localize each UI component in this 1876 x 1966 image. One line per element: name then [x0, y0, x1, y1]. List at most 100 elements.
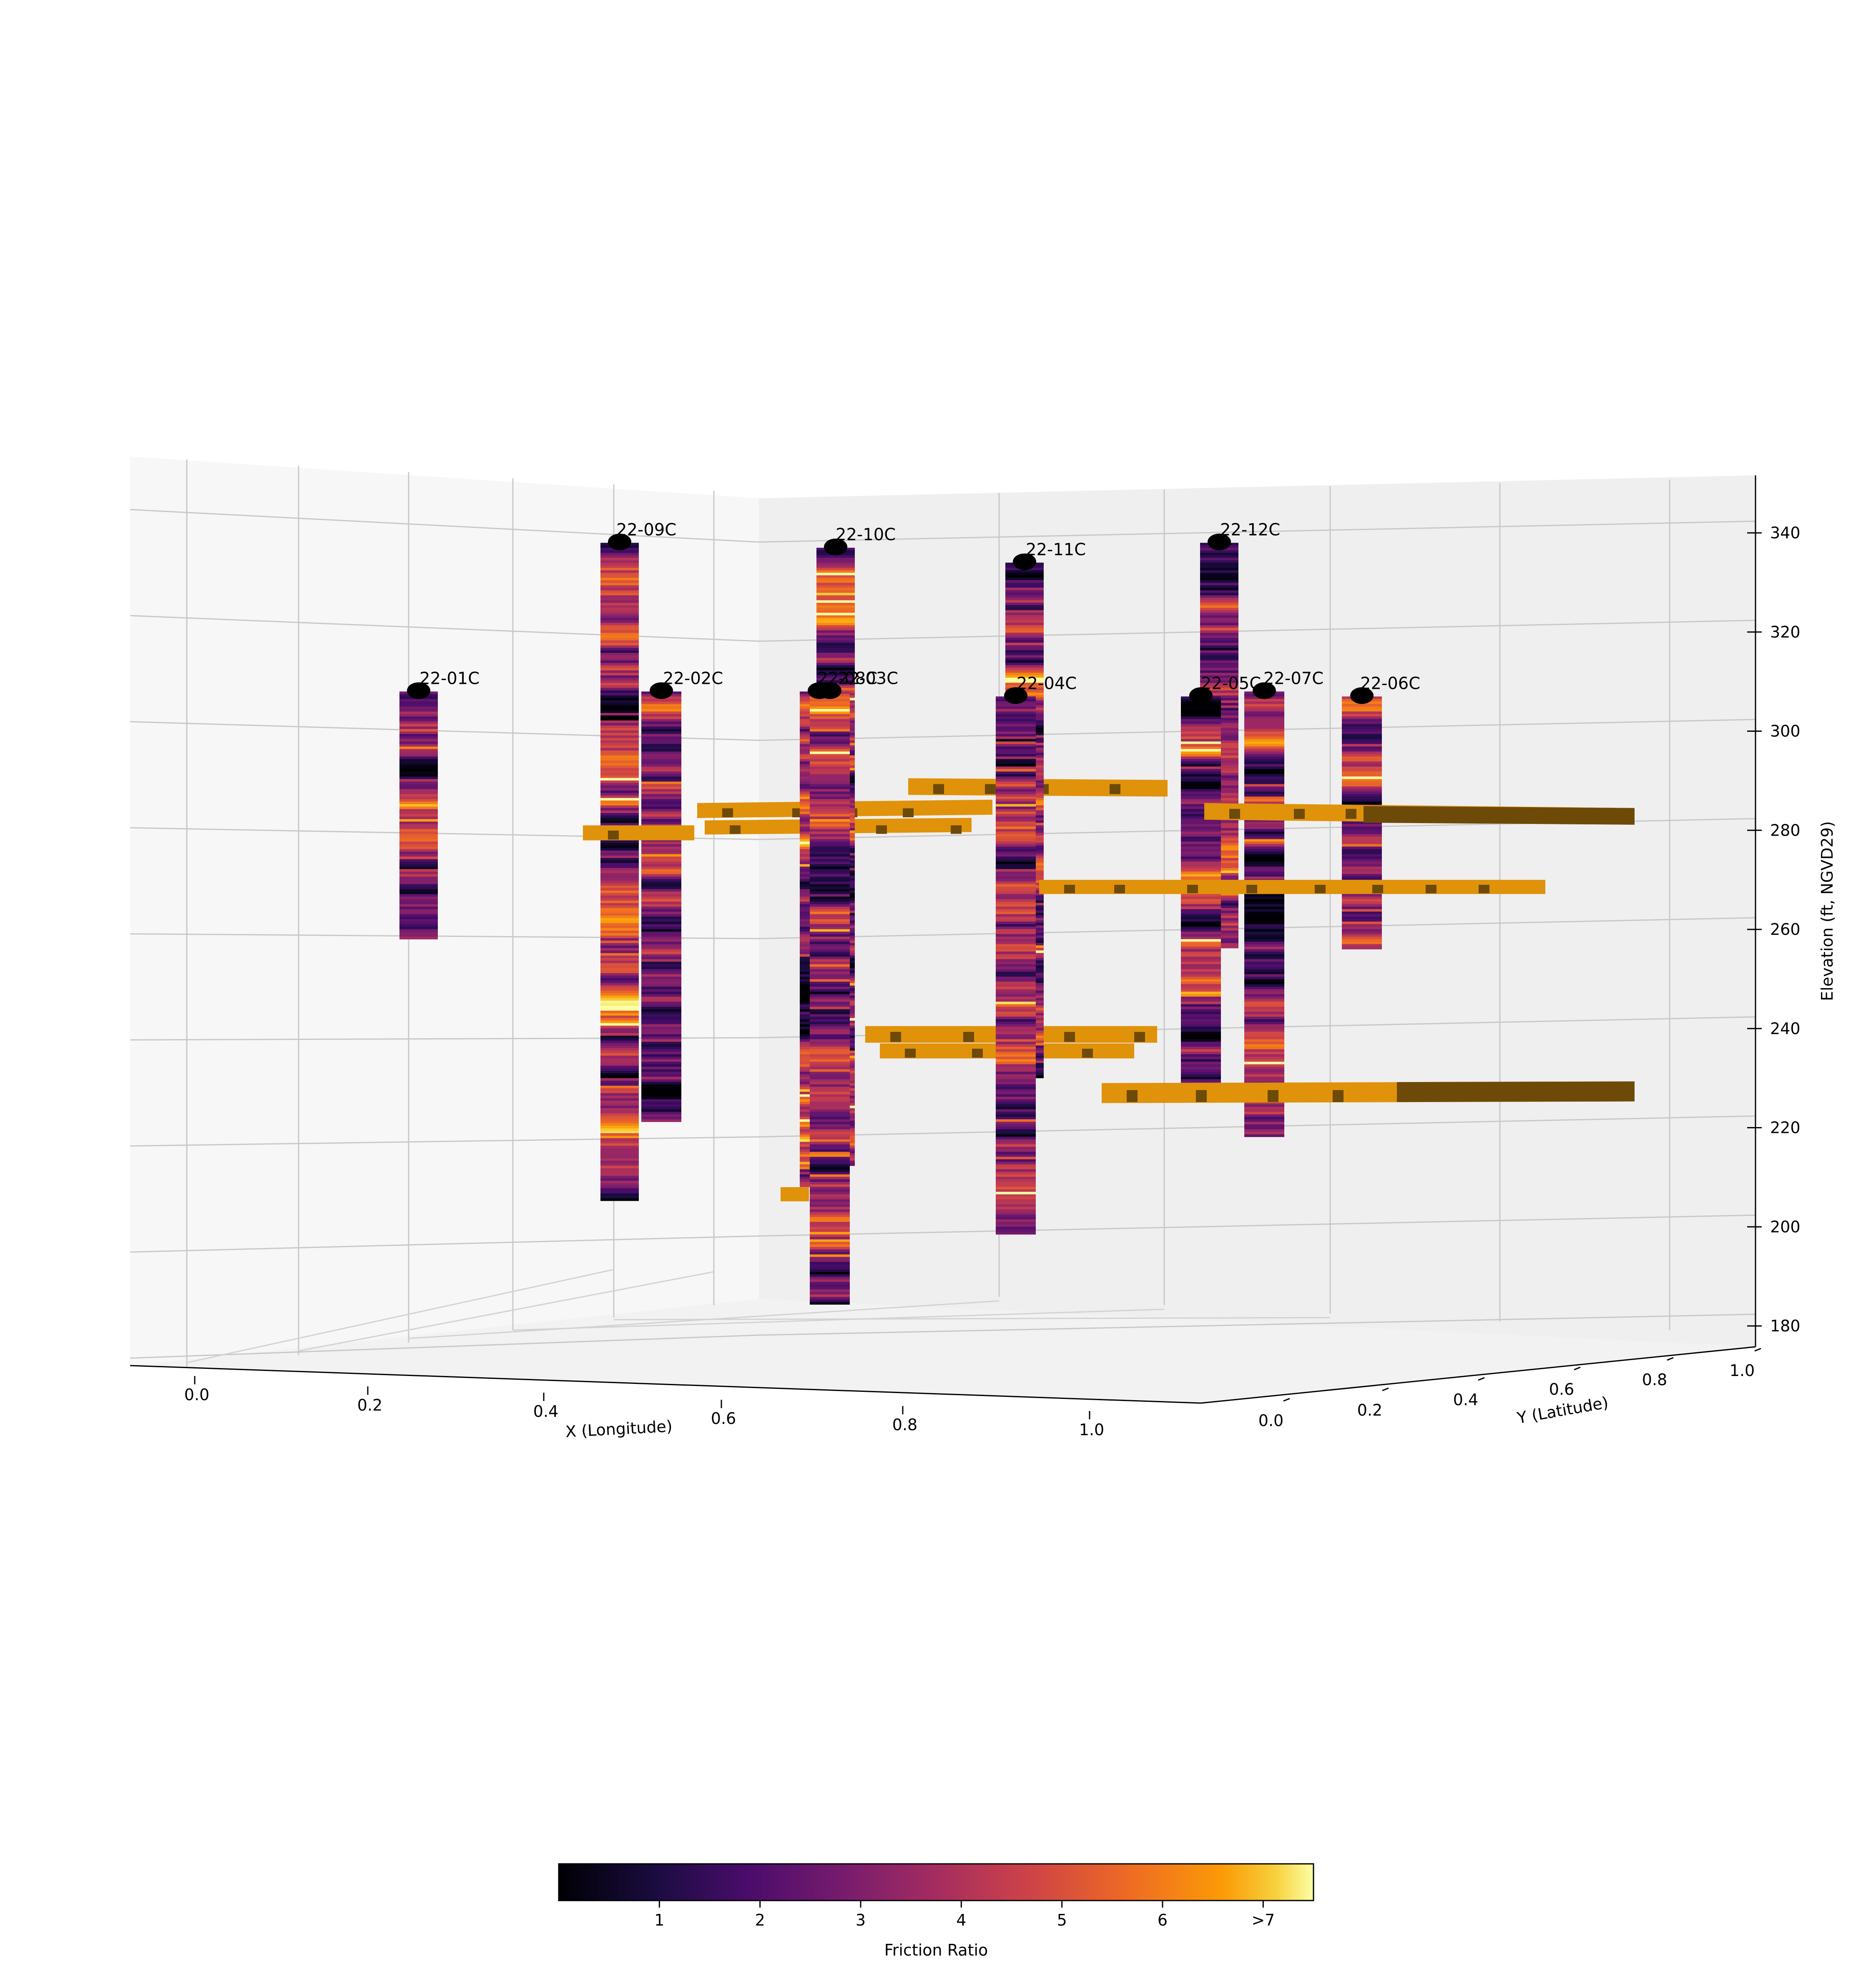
borehole-segment [816, 633, 855, 636]
borehole-segment [399, 929, 438, 932]
borehole-segment [810, 1199, 850, 1202]
borehole-segment [1244, 924, 1284, 927]
borehole-segment [810, 1087, 850, 1090]
borehole-segment [1244, 781, 1284, 784]
borehole-segment [996, 779, 1036, 782]
borehole-segment [600, 793, 639, 796]
borehole-segment [600, 960, 639, 964]
borehole-label-22-12C: 22-12C [1220, 520, 1280, 540]
borehole-segment [1244, 821, 1284, 824]
borehole-segment [641, 779, 681, 782]
borehole-segment [1244, 849, 1284, 852]
borehole-segment [996, 1209, 1036, 1212]
x-tick-label: 0.8 [892, 1416, 917, 1434]
borehole-segment [1181, 744, 1221, 747]
borehole-segment [600, 853, 639, 856]
borehole-segment [1005, 653, 1044, 655]
layer-notch [608, 830, 619, 840]
borehole-segment [600, 660, 639, 663]
borehole-segment [1244, 711, 1284, 714]
layer-notch [730, 825, 741, 834]
borehole-segment [641, 869, 681, 872]
borehole-segment [810, 1034, 850, 1037]
borehole-segment [600, 815, 639, 819]
borehole-segment [600, 595, 639, 598]
borehole-segment [810, 731, 850, 734]
layer-notch [963, 1032, 974, 1042]
borehole-segment [996, 1214, 1036, 1217]
borehole-segment [810, 1194, 850, 1197]
borehole-segment [1342, 932, 1382, 934]
borehole-segment [1200, 648, 1238, 651]
borehole-segment [996, 1057, 1036, 1060]
borehole-segment [399, 779, 438, 782]
borehole-segment [1181, 816, 1221, 819]
borehole-segment [1244, 934, 1284, 937]
borehole-segment [641, 739, 681, 742]
borehole-segment [399, 731, 438, 734]
borehole-segment [810, 1042, 850, 1045]
borehole-segment [399, 916, 438, 919]
layers-front [583, 803, 1635, 1202]
borehole-segment [1342, 716, 1382, 719]
borehole-segment [600, 635, 639, 638]
borehole-segment [1200, 623, 1238, 626]
borehole-segment [1244, 949, 1284, 952]
borehole-segment [810, 1277, 850, 1280]
borehole-segment [1181, 1029, 1221, 1032]
borehole-segment [1342, 756, 1382, 759]
borehole-segment [810, 709, 850, 712]
borehole-segment [1181, 939, 1221, 942]
borehole-segment [600, 1048, 639, 1051]
borehole-segment [810, 992, 850, 994]
borehole-segment [1244, 967, 1284, 969]
borehole-segment [600, 890, 639, 894]
borehole-segment [810, 801, 850, 804]
borehole-segment [1181, 861, 1221, 864]
borehole-segment [1200, 575, 1238, 578]
borehole-segment [600, 900, 639, 904]
borehole-segment [996, 969, 1036, 972]
borehole-segment [810, 719, 850, 722]
borehole-segment [641, 1017, 681, 1019]
borehole-segment [1342, 739, 1382, 742]
borehole-segment [810, 1162, 850, 1165]
borehole-segment [810, 889, 850, 892]
borehole-segment [1181, 906, 1221, 909]
borehole-segment [600, 658, 639, 661]
borehole-segment [1244, 977, 1284, 979]
borehole-segment [816, 665, 855, 668]
borehole-segment [996, 1074, 1036, 1077]
layer-notch [876, 825, 887, 834]
borehole-segment [1244, 876, 1284, 879]
borehole-segment [600, 1190, 639, 1194]
borehole-segment [600, 1143, 639, 1146]
borehole-segment [1342, 801, 1382, 804]
borehole-segment [600, 880, 639, 884]
borehole-segment [600, 935, 639, 939]
borehole-segment [810, 1197, 850, 1200]
grid-line [758, 1214, 1756, 1237]
borehole-segment [600, 715, 639, 718]
borehole-segment [641, 756, 681, 759]
borehole-segment [600, 718, 639, 721]
borehole-segment [399, 821, 438, 824]
borehole-segment [996, 1129, 1036, 1132]
borehole-segment [641, 901, 681, 904]
grid-line [130, 1235, 759, 1253]
borehole-segment [1244, 972, 1284, 974]
borehole-segment [1244, 1132, 1284, 1135]
borehole-segment [810, 781, 850, 784]
borehole-segment [810, 1232, 850, 1235]
borehole-segment [1181, 714, 1221, 717]
borehole-segment [816, 590, 855, 593]
borehole-segment [810, 1102, 850, 1105]
borehole-segment [1342, 831, 1382, 834]
borehole-segment [641, 821, 681, 824]
borehole-segment [1244, 871, 1284, 874]
layer-shadow [1364, 806, 1635, 825]
borehole-segment [1200, 595, 1238, 598]
borehole-segment [641, 977, 681, 979]
borehole-segment [1244, 786, 1284, 789]
borehole-segment [996, 714, 1036, 717]
